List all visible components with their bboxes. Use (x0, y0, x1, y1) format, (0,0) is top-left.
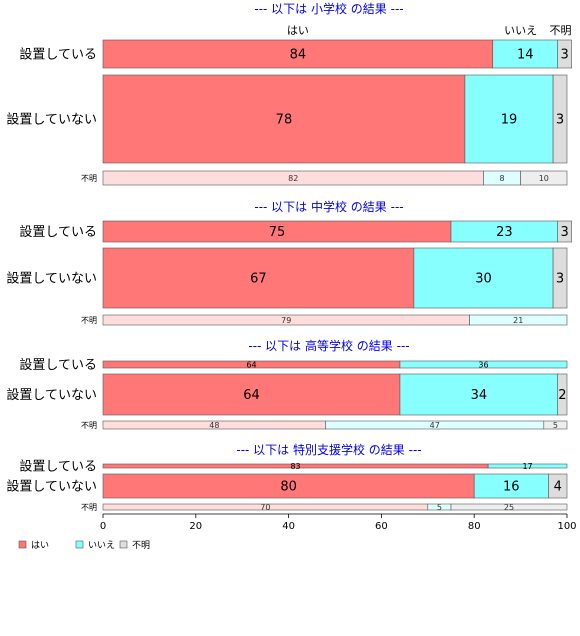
data-label: 17 (522, 462, 532, 471)
row-label: 設置していない (6, 479, 97, 495)
data-label: 3 (561, 225, 569, 240)
data-label: 16 (503, 480, 520, 495)
column-header: いいえ (504, 24, 537, 37)
panel-title: --- 以下は 特別支援学校 の結果 --- (236, 442, 421, 457)
data-label: 75 (269, 225, 286, 240)
row-label: 設置していない (6, 387, 97, 403)
data-label: 19 (501, 113, 518, 128)
data-label: 30 (475, 272, 492, 287)
bar-segment (548, 473, 568, 499)
row-label: 不明 (81, 316, 97, 325)
row-label: 不明 (81, 503, 97, 512)
panel-title: --- 以下は 中学校 の結果 --- (254, 199, 403, 214)
panel-title: --- 以下は 高等学校 の結果 --- (248, 338, 409, 353)
data-label: 8 (499, 174, 504, 183)
legend-label: 不明 (132, 540, 150, 551)
column-header: 不明 (550, 24, 572, 37)
data-label: 2 (558, 388, 566, 403)
row-label: 設置していない (6, 112, 97, 128)
legend-swatch (18, 540, 27, 549)
row-label: 設置している (19, 459, 97, 475)
x-tick-label: 0 (100, 521, 106, 532)
bar-segment (469, 314, 568, 326)
bar-segment (399, 373, 559, 416)
data-label: 25 (504, 503, 514, 512)
data-label: 3 (556, 113, 564, 128)
bar-segment (487, 463, 568, 469)
data-label: 14 (517, 48, 534, 63)
data-label: 4 (554, 480, 562, 495)
data-label: 79 (281, 316, 291, 325)
bar-segment (102, 373, 401, 416)
data-label: 3 (556, 272, 564, 287)
bar-segment (492, 39, 559, 69)
panel-title: --- 以下は 小学校 の結果 --- (254, 1, 403, 16)
row-label: 不明 (81, 421, 97, 430)
data-label: 70 (260, 503, 270, 512)
legend-label: はい (31, 540, 49, 551)
bar-segment (102, 473, 475, 499)
data-label: 84 (290, 48, 307, 63)
bar-segment (450, 503, 568, 511)
data-label: 5 (437, 503, 442, 512)
x-tick-label: 20 (189, 521, 202, 532)
x-tick-label: 100 (557, 521, 576, 532)
legend-swatch (75, 540, 84, 549)
data-label: 82 (288, 174, 298, 183)
row-label: 設置している (19, 357, 97, 373)
data-label: 64 (246, 360, 256, 369)
bar-segment (520, 170, 568, 186)
bar-segment (399, 360, 568, 369)
data-label: 64 (243, 388, 260, 403)
row-label: 不明 (81, 174, 97, 183)
column-header: はい (287, 24, 309, 37)
row-label: 設置している (19, 224, 97, 240)
bar-segment (557, 39, 572, 69)
row-label: 設置している (19, 47, 97, 63)
bar-segment (413, 247, 554, 309)
data-label: 47 (430, 421, 440, 430)
bar-segment (102, 39, 494, 69)
bar-segment (552, 74, 568, 164)
bar-segment (543, 420, 568, 430)
data-label: 36 (478, 360, 488, 369)
data-label: 23 (496, 225, 513, 240)
bar-segment (473, 473, 549, 499)
data-label: 83 (290, 462, 300, 471)
legend-label: いいえ (88, 540, 115, 551)
data-label: 48 (209, 421, 219, 430)
data-label: 80 (280, 480, 297, 495)
row-label: 設置していない (6, 271, 97, 287)
x-tick-label: 80 (468, 521, 481, 532)
bar-segment (102, 74, 466, 164)
legend-swatch (119, 540, 128, 549)
data-label: 21 (513, 316, 523, 325)
x-tick-label: 40 (282, 521, 295, 532)
data-label: 34 (471, 388, 488, 403)
data-label: 78 (276, 113, 293, 128)
data-label: 5 (553, 421, 558, 430)
data-label: 3 (561, 48, 569, 63)
bar-segment (557, 220, 572, 243)
data-label: 67 (250, 272, 267, 287)
data-label: 10 (539, 174, 549, 183)
bar-segment (552, 247, 568, 309)
bar-segment (557, 373, 568, 416)
bar-segment (464, 74, 554, 164)
x-tick-label: 60 (375, 521, 388, 532)
